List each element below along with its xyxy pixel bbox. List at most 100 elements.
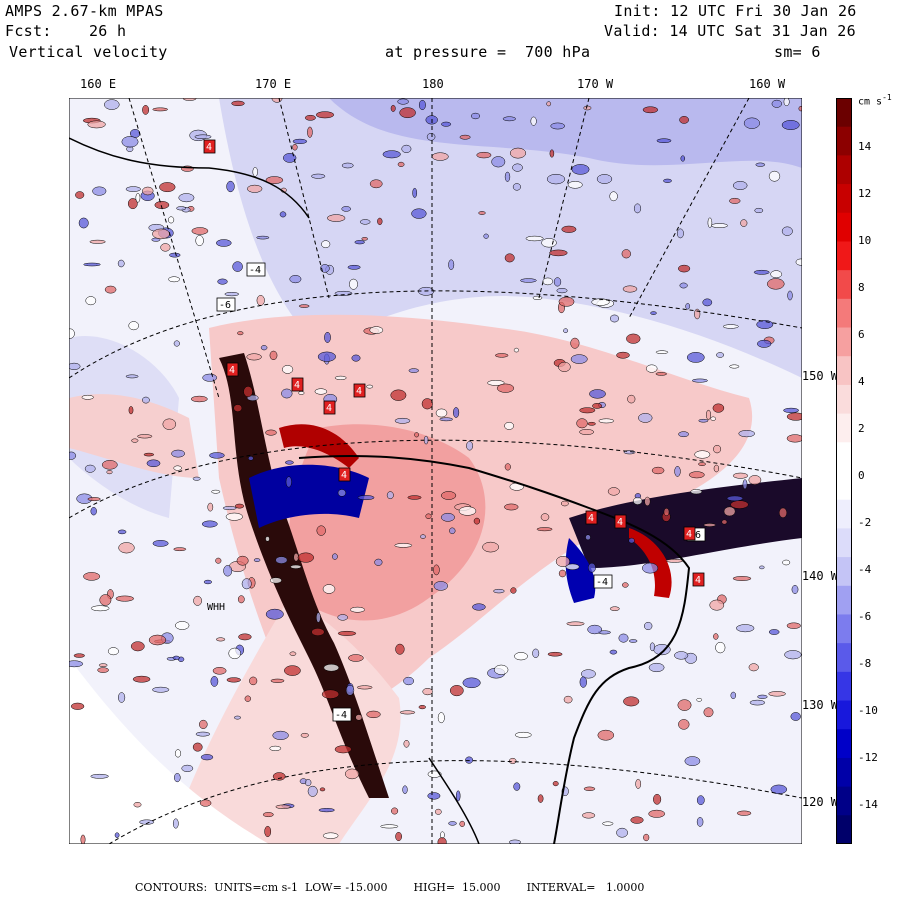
contour-speckle: [347, 264, 361, 270]
contour-speckle: [726, 495, 744, 502]
contour-speckle: [560, 500, 569, 507]
contour-speckle: [655, 372, 667, 376]
contour-speckle: [152, 107, 168, 112]
contour-speckle: [642, 106, 659, 114]
contour-label: 4: [226, 362, 239, 377]
downdraft-region-north: [219, 98, 802, 378]
contour-speckle: [172, 818, 179, 829]
colorbar-tick-label: 14: [858, 140, 872, 153]
contour-speckle: [175, 621, 190, 630]
contour-speckle: [433, 581, 448, 591]
contour-speckle: [470, 112, 481, 120]
contour-speckle: [107, 647, 119, 656]
contour-speckle: [284, 665, 301, 676]
contour-speckle: [241, 578, 252, 590]
contour-speckle: [285, 460, 294, 465]
contour-speckle: [768, 691, 786, 697]
contour-speckle: [176, 206, 187, 211]
contour-speckle: [194, 134, 212, 140]
contour-speckle: [585, 534, 591, 541]
contour-speckle: [710, 416, 716, 421]
contour-speckle: [472, 603, 486, 611]
contour-speckle: [783, 407, 799, 413]
contour-speckle: [583, 105, 592, 111]
pressure-level: at pressure = 700 hPa: [385, 43, 591, 61]
no-data-corner: [69, 658, 269, 844]
contour-speckle: [504, 421, 514, 430]
contour-speckle: [795, 258, 802, 266]
colorbar-tick-label: 10: [858, 234, 872, 247]
contour-speckle: [609, 649, 618, 655]
contour-speckle: [366, 710, 381, 719]
contour-speckle: [117, 259, 125, 268]
contour-speckle: [195, 235, 204, 247]
contour-speckle: [536, 527, 553, 532]
contour-speckle: [311, 173, 326, 179]
contour-speckle: [322, 832, 339, 839]
contour-speckle: [579, 407, 596, 414]
contour-speckle: [212, 667, 227, 675]
contour-speckle: [210, 676, 219, 687]
colorbar-swatch: [836, 270, 852, 300]
contour-speckle: [633, 203, 642, 214]
contour-speckle: [115, 595, 134, 602]
contour-speckle: [721, 519, 728, 525]
contour-speckle: [690, 489, 703, 495]
svg-text:4: 4: [695, 575, 701, 586]
colorbar-swatch: [836, 356, 852, 386]
colorbar-tick-label: -6: [858, 610, 872, 623]
contour-speckle: [356, 685, 373, 690]
updraft-cell-east: [629, 528, 672, 598]
colorbar: [836, 98, 852, 844]
contour-speckle: [622, 285, 638, 293]
contour-speckle: [73, 653, 85, 658]
contour-speckle: [390, 389, 407, 401]
contour-speckle: [495, 353, 509, 358]
contour-speckle: [458, 506, 477, 516]
contour-speckle: [118, 692, 126, 703]
contour-speckle: [627, 394, 636, 404]
contour-speckle: [369, 326, 384, 334]
contour-speckle: [730, 500, 749, 509]
contour-speckle: [125, 374, 139, 379]
lat-label-140w: 140 W: [801, 569, 838, 583]
contour-speckle: [337, 614, 348, 621]
contour-speckle: [146, 459, 161, 468]
contour-speckle: [248, 456, 254, 461]
contour-speckle: [592, 403, 603, 409]
init-time: Init: 12 UTC Fri 30 Jan 26: [614, 2, 857, 20]
contour-speckle: [530, 116, 537, 126]
contour-speckle: [635, 778, 642, 789]
contour-speckle: [142, 105, 150, 115]
contour-speckle: [260, 345, 268, 351]
colorbar-swatch: [836, 528, 852, 558]
footer-interval: INTERVAL= 1.0000: [526, 881, 645, 894]
contour-speckle: [211, 489, 221, 494]
contour-speckle: [420, 534, 426, 539]
contour-speckle: [374, 558, 383, 566]
contour-speckle: [482, 541, 499, 553]
contour-speckles: [69, 98, 802, 844]
colorbar-swatch: [836, 643, 852, 673]
contour-speckle: [135, 193, 141, 203]
contour-speckle: [412, 187, 418, 198]
contour-speckle: [350, 606, 365, 613]
contour-speckle: [767, 278, 785, 290]
contour-speckle: [234, 715, 241, 720]
contour-label: 4: [614, 514, 627, 529]
contour-speckle: [649, 642, 655, 652]
contour-speckle: [317, 351, 336, 362]
contour-speckle: [570, 354, 588, 364]
contour-speckle: [269, 350, 278, 361]
contour-speckle: [269, 577, 282, 584]
lat-label-120w: 120 W: [801, 795, 838, 809]
contour-speckle: [307, 785, 318, 797]
contour-speckle: [434, 808, 442, 815]
svg-text:4: 4: [588, 513, 594, 524]
colorbar-units: cm s-1: [858, 93, 892, 107]
contour-speckle: [648, 809, 666, 818]
contour-speckle: [496, 383, 515, 393]
colorbar-swatch: [836, 413, 852, 443]
contour-speckle: [269, 745, 282, 751]
contour-speckle: [514, 652, 528, 661]
